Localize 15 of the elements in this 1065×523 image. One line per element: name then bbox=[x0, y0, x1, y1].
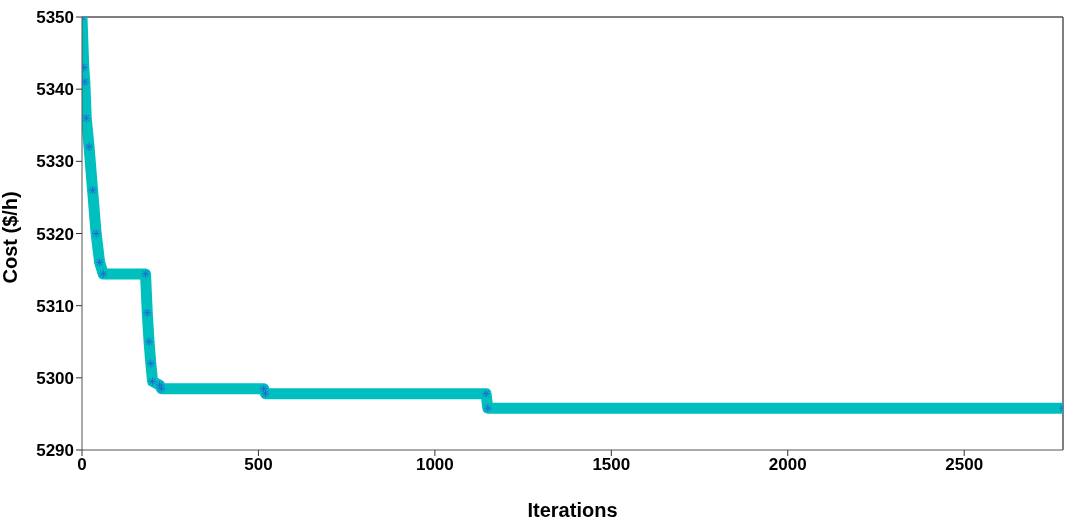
y-tick-label: 5290 bbox=[36, 441, 74, 461]
y-tick-label: 5300 bbox=[36, 368, 74, 388]
y-tick-label: 5310 bbox=[36, 296, 74, 316]
x-tick-label: 0 bbox=[77, 455, 87, 475]
x-tick-label: 2000 bbox=[768, 455, 807, 475]
y-tick-label: 5320 bbox=[36, 224, 74, 244]
x-axis-title: Iterations bbox=[527, 499, 618, 521]
x-tick-label: 1500 bbox=[592, 455, 631, 475]
y-axis-title: Cost ($/h) bbox=[0, 191, 22, 284]
x-tick-label: 2500 bbox=[945, 455, 984, 475]
x-tick-label: 500 bbox=[244, 455, 273, 475]
y-tick-label: 5330 bbox=[36, 152, 74, 172]
y-tick-label: 5340 bbox=[36, 80, 74, 100]
y-tick-label: 5350 bbox=[36, 8, 74, 28]
x-tick-label: 1000 bbox=[415, 455, 454, 475]
